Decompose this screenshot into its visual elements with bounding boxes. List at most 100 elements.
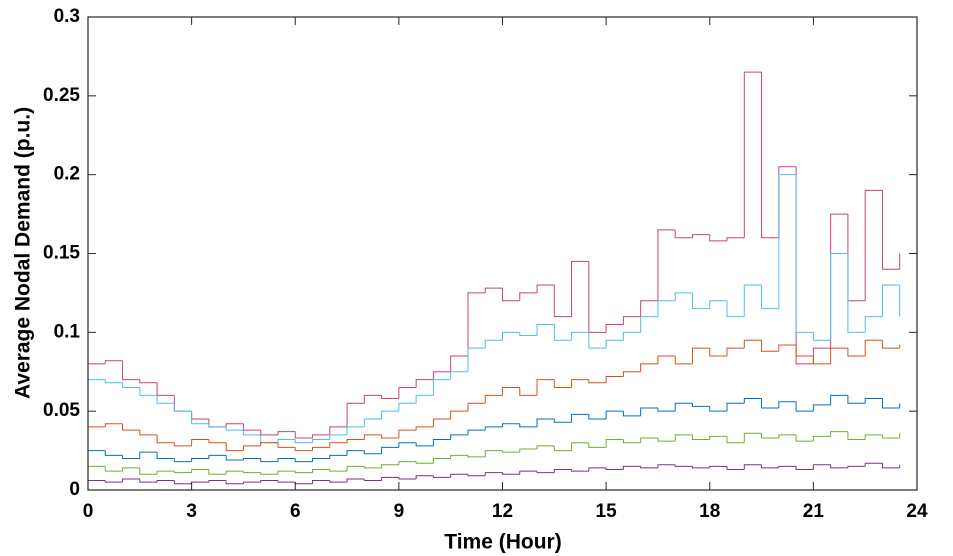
stair-step [674,402,693,412]
stair-step [812,464,831,470]
stair-step [329,469,348,472]
stair-step [657,355,676,364]
stair-step [588,414,607,420]
y-tick-label: 0.2 [54,164,80,185]
stair-step [329,434,348,440]
stair-step [467,402,486,412]
stair-step [622,316,641,325]
stair-step [553,419,572,423]
stair-step [260,442,278,446]
stair-step [778,465,797,468]
stair-step [122,360,140,381]
stair-step [346,426,365,435]
stair-step [312,480,330,484]
stair-step [657,464,676,468]
x-tick-label: 6 [290,501,301,522]
stair-step [761,72,779,239]
stair-step [536,284,555,293]
stair-step [467,474,486,477]
stair-step [260,458,278,463]
stair-step [778,434,797,438]
stair-step [191,411,209,425]
stair-step [847,253,866,333]
stair-step [156,434,175,444]
stair-step [173,458,192,463]
stair-step [640,437,658,443]
stair-step [346,439,365,443]
stair-step [571,379,589,388]
stair-step [139,387,158,396]
stair-step [691,466,710,469]
y-tick-label: 0.1 [54,321,81,342]
stair-step [830,347,848,364]
stair-step [363,434,382,440]
stair-step [415,475,434,479]
stair-step [415,461,434,464]
stair-step [502,387,520,396]
stair-step [881,284,900,317]
stair-step [519,423,538,428]
x-tick-label: 15 [596,501,618,522]
stair-step [277,442,296,448]
stair-step [847,214,866,302]
stair-step [519,448,538,453]
stair-step [294,458,313,463]
stair-step [260,430,278,436]
stair-step [208,454,227,459]
stair-step [277,470,296,475]
y-tick-label: 0 [69,479,80,500]
stair-step [519,387,538,396]
stair-step [467,429,486,435]
stair-step [640,300,658,317]
stair-step [588,442,607,448]
stair-step [691,403,710,407]
stair-step [450,355,468,372]
stair-step [657,408,676,412]
stair-step [104,423,123,427]
stair-step [484,287,503,293]
stair-step [432,439,451,446]
x-axis-label: Time (Hour) [444,531,561,554]
stair-step [156,395,175,404]
stair-step [553,469,572,473]
stair-step [830,394,848,405]
stair-step [484,339,503,349]
stair-step [812,355,831,365]
stair-step [450,434,468,440]
stair-step [553,324,572,341]
stair-step [571,442,589,451]
stair-step [761,285,779,310]
stair-step [864,398,883,404]
stair-step [726,347,745,356]
y-tick-label: 0.15 [43,243,80,264]
stair-step [260,472,278,475]
stair-step [242,457,261,461]
x-tick-label: 0 [83,501,94,522]
stair-step [173,471,192,474]
stair-step [795,344,814,357]
stair-step [830,431,848,437]
stair-step [156,452,175,459]
stair-step [605,323,624,333]
stair-step [502,288,520,302]
stair-step [881,190,900,270]
stair-step [571,413,589,423]
stair-step [173,442,192,447]
stair-step [709,300,728,309]
stair-step [709,406,728,412]
stair-step [381,476,399,481]
stair-step [208,423,227,428]
stair-step [104,450,123,456]
stair-step [242,423,261,431]
stair-step [553,379,572,389]
stair-step [312,434,330,438]
stair-step [450,371,468,380]
stair-step [536,471,555,474]
stair-step [864,434,883,440]
stair-step [778,174,797,309]
stair-step [622,331,641,341]
stair-step [346,450,365,456]
stair-step [225,455,244,461]
stair-step [795,174,814,333]
stair-step [208,439,227,444]
